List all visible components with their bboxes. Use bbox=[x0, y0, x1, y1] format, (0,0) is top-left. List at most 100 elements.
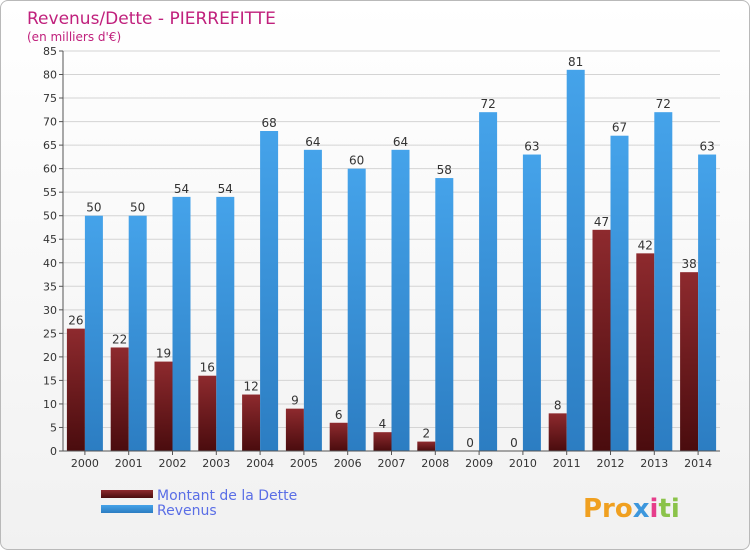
data-label: 26 bbox=[68, 314, 83, 328]
data-label: 22 bbox=[112, 332, 127, 346]
y-tick-label: 45 bbox=[43, 233, 57, 246]
y-tick-label: 20 bbox=[43, 351, 57, 364]
revenus-bar bbox=[698, 154, 717, 451]
debt-bar bbox=[329, 422, 348, 451]
revenus-bar bbox=[128, 215, 147, 451]
data-label: 72 bbox=[480, 97, 495, 111]
y-tick-label: 40 bbox=[43, 257, 57, 270]
y-tick-label: 60 bbox=[43, 163, 57, 176]
data-label: 42 bbox=[638, 238, 653, 252]
y-axis: 0 5 10 15 20 25 30 35 40 45 50 55 60 65 70 75 80 85 bbox=[43, 45, 64, 458]
data-label: 72 bbox=[656, 97, 671, 111]
x-tick-label: 2011 bbox=[553, 457, 581, 470]
data-label: 60 bbox=[349, 154, 364, 168]
y-tick-label: 65 bbox=[43, 139, 57, 152]
debt-bar bbox=[242, 394, 261, 451]
y-tick-label: 80 bbox=[43, 69, 57, 82]
revenus-bar bbox=[522, 154, 541, 451]
data-label: 9 bbox=[291, 394, 299, 408]
data-label: 47 bbox=[594, 215, 609, 229]
revenus-bar bbox=[479, 112, 498, 452]
debt-bar bbox=[154, 361, 173, 451]
data-label: 0 bbox=[510, 436, 518, 450]
data-label: 68 bbox=[261, 116, 276, 130]
revenus-bar bbox=[216, 196, 235, 451]
x-tick-label: 2006 bbox=[334, 457, 362, 470]
y-tick-label: 30 bbox=[43, 304, 57, 317]
y-tick-label: 10 bbox=[43, 398, 57, 411]
revenus-bar bbox=[610, 135, 629, 452]
data-label: 63 bbox=[699, 140, 714, 154]
x-tick-label: 2013 bbox=[640, 457, 668, 470]
revenus-bar bbox=[260, 131, 279, 451]
x-tick-label: 2004 bbox=[246, 457, 274, 470]
chart-subtitle: (en milliers d'€) bbox=[27, 30, 121, 44]
y-tick-label: 15 bbox=[43, 374, 57, 387]
data-label: 12 bbox=[243, 380, 258, 394]
revenus-bar bbox=[303, 149, 322, 451]
y-tick-label: 0 bbox=[50, 445, 57, 458]
data-label: 19 bbox=[156, 347, 171, 361]
data-label: 67 bbox=[612, 121, 627, 135]
x-tick-label: 2010 bbox=[509, 457, 537, 470]
data-label: 2 bbox=[422, 427, 430, 441]
y-tick-label: 85 bbox=[43, 45, 57, 58]
data-label: 81 bbox=[568, 55, 583, 69]
svg-text:Proxiti: Proxiti bbox=[583, 494, 680, 524]
data-label: 38 bbox=[681, 257, 696, 271]
x-axis: 2000 2001 2002 2003 2004 2005 2006 2007 2008 2009… bbox=[63, 450, 720, 470]
legend: Montant de la Dette Revenus bbox=[101, 488, 297, 519]
data-label: 64 bbox=[305, 135, 320, 149]
debt-bar bbox=[680, 272, 699, 451]
data-label: 8 bbox=[554, 398, 562, 412]
legend-swatch-revenus bbox=[101, 505, 153, 513]
debt-bar bbox=[636, 253, 655, 451]
y-tick-label: 55 bbox=[43, 186, 57, 199]
x-tick-label: 2003 bbox=[202, 457, 230, 470]
revenus-bar bbox=[84, 215, 103, 451]
data-label: 16 bbox=[200, 361, 215, 375]
data-label: 50 bbox=[130, 201, 145, 215]
data-label: 54 bbox=[174, 182, 189, 196]
debt-bar bbox=[548, 413, 567, 451]
legend-label-revenus: Revenus bbox=[157, 503, 217, 519]
data-label: 64 bbox=[393, 135, 408, 149]
x-tick-label: 2005 bbox=[290, 457, 318, 470]
data-label: 54 bbox=[218, 182, 233, 196]
y-tick-label: 35 bbox=[43, 280, 57, 293]
legend-label-debt: Montant de la Dette bbox=[157, 488, 297, 504]
x-tick-label: 2009 bbox=[465, 457, 493, 470]
bars: 26 50 22 50 19 54 16 54 12 68 9 64 6 60 4 64 2 58 0 72 0 63 8 8… bbox=[66, 55, 717, 452]
x-tick-label: 2001 bbox=[115, 457, 143, 470]
x-tick-label: 2007 bbox=[378, 457, 406, 470]
y-tick-label: 25 bbox=[43, 327, 57, 340]
debt-bar bbox=[285, 408, 304, 451]
debt-bar bbox=[373, 432, 392, 451]
revenus-bar bbox=[347, 168, 366, 451]
revenus-bar bbox=[654, 112, 673, 452]
data-label: 63 bbox=[524, 140, 539, 154]
x-tick-label: 2014 bbox=[684, 457, 712, 470]
debt-bar bbox=[198, 375, 217, 451]
revenus-bar bbox=[391, 149, 410, 451]
x-tick-label: 2008 bbox=[421, 457, 449, 470]
legend-swatch-debt bbox=[101, 490, 153, 498]
revenus-bar bbox=[172, 196, 191, 451]
proxiti-logo: Proxiti bbox=[583, 494, 680, 524]
chart-title: Revenus/Dette - PIERREFITTE bbox=[27, 9, 276, 29]
debt-bar bbox=[66, 328, 85, 451]
y-tick-label: 50 bbox=[43, 210, 57, 223]
data-label: 0 bbox=[466, 436, 474, 450]
y-tick-label: 75 bbox=[43, 92, 57, 105]
data-label: 58 bbox=[437, 163, 452, 177]
x-tick-label: 2012 bbox=[597, 457, 625, 470]
x-tick-label: 2002 bbox=[159, 457, 187, 470]
y-tick-label: 5 bbox=[50, 421, 57, 434]
revenus-bar bbox=[435, 178, 454, 451]
debt-bar bbox=[592, 229, 611, 451]
debt-bar bbox=[110, 347, 129, 451]
x-tick-label: 2000 bbox=[71, 457, 99, 470]
data-label: 4 bbox=[379, 417, 387, 431]
